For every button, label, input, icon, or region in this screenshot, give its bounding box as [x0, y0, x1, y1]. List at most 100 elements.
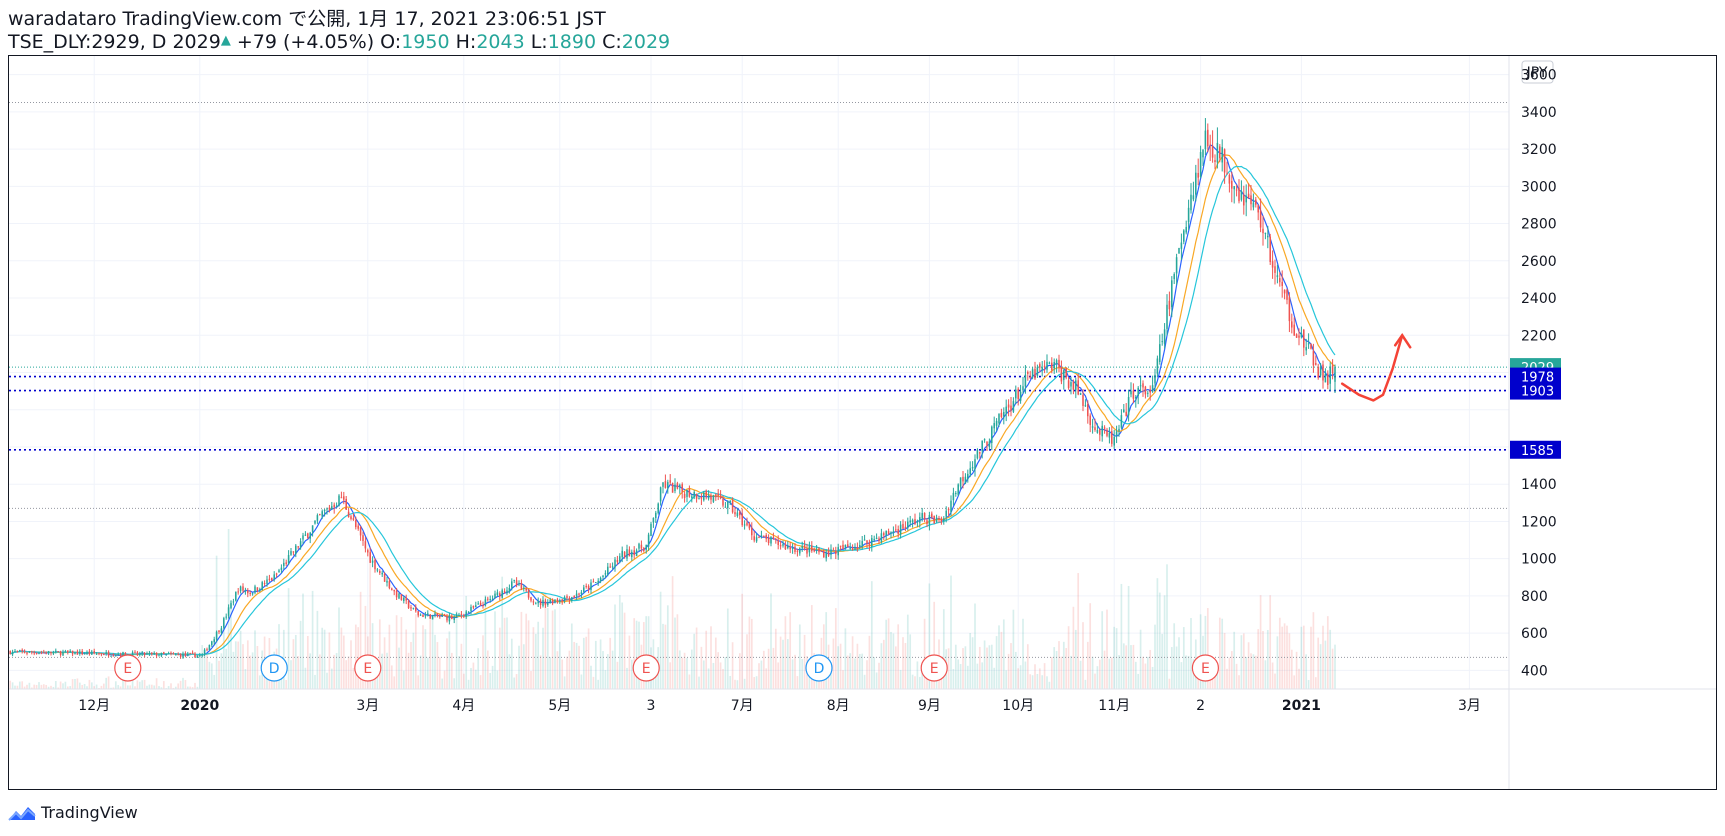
- candle: [811, 541, 813, 553]
- candle-body: [239, 586, 242, 592]
- volume-bar: [1082, 622, 1084, 689]
- volume-bar: [410, 641, 412, 689]
- candle-body: [167, 653, 170, 655]
- candle: [407, 599, 410, 609]
- volume-bar: [1314, 677, 1317, 689]
- volume-bar: [148, 684, 151, 689]
- candle-body: [957, 484, 959, 495]
- last-price: 2029: [172, 31, 221, 53]
- candle-body: [1298, 335, 1300, 338]
- chart-header: waradataro TradingView.com で公開, 1月 17, 2…: [8, 8, 670, 53]
- currency-box: [1521, 60, 1554, 84]
- candle: [686, 489, 688, 503]
- candle: [1101, 420, 1103, 442]
- volume-bar: [338, 607, 340, 689]
- candle: [71, 650, 74, 657]
- candle: [597, 578, 599, 586]
- candle: [369, 547, 371, 563]
- candle: [1159, 334, 1161, 365]
- volume-bar: [465, 595, 468, 689]
- volume-bar: [662, 623, 664, 689]
- candle-body: [523, 587, 525, 589]
- brand-label[interactable]: TradingView: [41, 803, 138, 822]
- candle-body: [314, 520, 316, 524]
- volume-bar: [645, 616, 648, 689]
- candle-body: [436, 613, 439, 617]
- candle: [722, 495, 724, 508]
- volume-bar: [405, 629, 408, 689]
- volume-bar: [1218, 617, 1221, 689]
- candle: [112, 653, 115, 657]
- candle-body: [398, 593, 400, 599]
- candle: [1276, 264, 1279, 284]
- volume-bar: [515, 674, 518, 689]
- candle-body: [218, 630, 220, 633]
- price-tick-label: 2800: [1521, 217, 1557, 233]
- candle: [357, 523, 359, 531]
- candle: [1039, 362, 1041, 373]
- candle: [23, 649, 26, 654]
- candle-body: [158, 655, 160, 657]
- volume-bar: [1173, 623, 1176, 689]
- volume-bar: [436, 642, 439, 689]
- price-tick-label: 400: [1521, 663, 1548, 679]
- candle: [628, 546, 631, 557]
- candle: [1065, 367, 1067, 380]
- volume-bar: [518, 645, 520, 689]
- candle-body: [1135, 396, 1137, 399]
- volume-bar: [131, 676, 134, 689]
- candle: [9, 650, 11, 655]
- candle: [1135, 395, 1137, 408]
- volume-bar: [1305, 654, 1308, 689]
- symbol-label[interactable]: TSE_DLY:2929, D: [8, 31, 167, 53]
- candle-body: [1262, 228, 1264, 234]
- candle-body: [568, 597, 571, 601]
- volume-bar: [1226, 668, 1228, 689]
- candle: [1305, 338, 1307, 355]
- volume-bar: [11, 682, 14, 689]
- candle-body: [849, 547, 851, 549]
- candle: [393, 589, 395, 596]
- candle-body: [959, 477, 962, 487]
- time-axis[interactable]: 12月 2020 3月 4月 5月 3 7月 8月 9月 10月 11月 2 2021 3月: [9, 688, 1716, 714]
- volume-bar: [950, 575, 952, 689]
- volume-bar: [400, 617, 403, 689]
- candle-body: [376, 569, 379, 571]
- candle-body: [383, 573, 386, 582]
- candle-body: [823, 551, 825, 558]
- volume-bar: [719, 662, 722, 689]
- volume-bar: [112, 687, 115, 689]
- price-axis[interactable]: JPY4006008001000120014002200240026002800…: [1508, 56, 1561, 789]
- volume-bar: [402, 670, 405, 689]
- volume-bar: [942, 609, 945, 689]
- candle-body: [57, 651, 59, 653]
- volume-bar: [695, 627, 698, 689]
- candle-body: [52, 652, 55, 654]
- volume-bar: [506, 617, 508, 689]
- volume-bar: [774, 628, 777, 689]
- candle-body: [1084, 405, 1087, 407]
- volume-bar: [1048, 681, 1051, 689]
- volume-bar: [928, 583, 931, 689]
- volume-bar: [746, 634, 748, 689]
- candle: [451, 614, 453, 620]
- candle-body: [595, 582, 597, 584]
- candle-body: [424, 614, 427, 617]
- volume-bar: [842, 670, 844, 689]
- candle: [844, 544, 847, 550]
- volume-bar: [74, 678, 76, 689]
- candle-body: [803, 545, 806, 548]
- candle: [1211, 130, 1214, 163]
- event-label: E: [123, 661, 132, 677]
- volume-bar: [179, 680, 182, 689]
- candle: [1250, 184, 1252, 211]
- volume-bar: [419, 655, 422, 689]
- candle-body: [746, 522, 748, 526]
- candle-body: [443, 614, 446, 617]
- candle-body: [962, 476, 964, 482]
- candle: [391, 587, 393, 591]
- candle-body: [23, 651, 26, 653]
- candle: [33, 650, 35, 656]
